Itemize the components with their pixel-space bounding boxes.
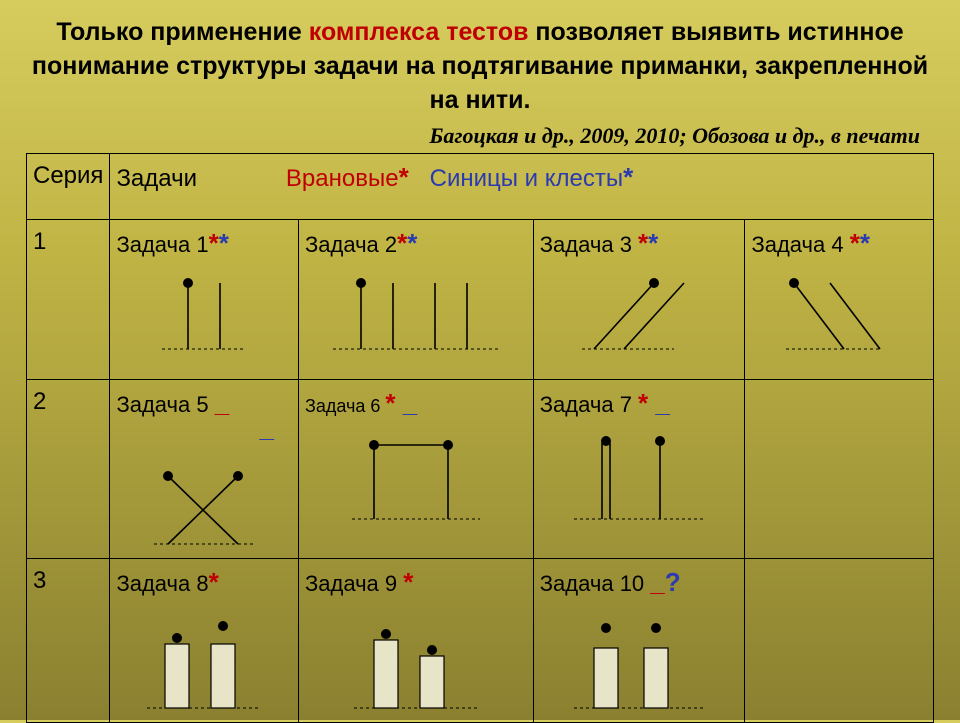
task-label: Задача 1	[116, 232, 208, 257]
diagram-t4	[764, 265, 914, 355]
task-mark: *	[385, 388, 395, 418]
task-mark: *	[209, 567, 219, 597]
empty-cell	[745, 380, 934, 559]
task-cell: Задача 1**	[110, 220, 299, 380]
title-part1: Только применение	[56, 18, 308, 46]
task-mark: *	[638, 228, 648, 258]
task-diagram	[116, 265, 292, 355]
table-row: 3Задача 8*Задача 9 *Задача 10 _?	[27, 559, 934, 723]
series-cell: 3	[27, 559, 110, 723]
diagram-t7	[554, 425, 724, 525]
diagram-t3	[564, 265, 714, 355]
task-mark: _	[215, 388, 229, 418]
task-mark: *	[209, 228, 219, 258]
task-diagram	[305, 604, 527, 714]
task-cell: Задача 7 * _	[533, 380, 745, 559]
task-cell: Задача 6 * _	[298, 380, 533, 559]
task-mark: *	[638, 388, 648, 418]
citation: Багоцкая и др., 2009, 2010; Обозова и др…	[0, 123, 960, 153]
task-mark: *	[219, 228, 229, 258]
diagram-t10	[554, 604, 724, 714]
diagram-t2	[321, 265, 511, 355]
slide-title: Только применение комплекса тестов позво…	[0, 0, 960, 123]
task-mark: _	[648, 388, 670, 418]
task-mark: _	[396, 388, 418, 418]
task-diagram	[116, 450, 292, 550]
diagram-t6	[336, 425, 496, 525]
empty-cell	[745, 559, 934, 723]
task-label: Задача 3	[540, 232, 638, 257]
task-mark: *	[850, 228, 860, 258]
tasks-label: Задачи	[116, 165, 197, 192]
legend-tits: Синицы и клесты	[430, 165, 624, 192]
task-cell: Задача 2**	[298, 220, 533, 380]
diagram-t5	[134, 450, 274, 550]
task-label: Задача 6	[305, 396, 385, 416]
task-mark: _	[260, 413, 274, 443]
legend-tits-mark: *	[623, 162, 633, 192]
task-cell: Задача 8*	[110, 559, 299, 723]
task-diagram	[751, 265, 927, 355]
task-mark: *	[403, 567, 413, 597]
task-diagram	[116, 604, 292, 714]
task-cell: Задача 4 **	[745, 220, 934, 380]
diagram-t1	[144, 265, 264, 355]
task-diagram	[540, 265, 739, 355]
header-row: Серия Задачи Врановые* Синицы и клесты*	[27, 154, 934, 220]
task-diagram	[305, 425, 527, 525]
header-tasks: Задачи Врановые* Синицы и клесты*	[110, 154, 934, 220]
legend-crows: Врановые	[286, 165, 399, 192]
series-label: Серия	[33, 162, 103, 189]
legend-crows-mark: *	[399, 162, 409, 192]
series-cell: 2	[27, 380, 110, 559]
diagram-t9	[336, 604, 496, 714]
task-label: Задача 7	[540, 392, 638, 417]
table-row: 2Задача 5 __Задача 6 * _Задача 7 * _	[27, 380, 934, 559]
task-label: Задача 2	[305, 232, 397, 257]
task-mark: ?	[665, 567, 681, 597]
task-mark: *	[648, 228, 658, 258]
diagram-t8	[129, 604, 279, 714]
task-label: Задача 10	[540, 571, 651, 596]
task-label: Задача 9	[305, 571, 403, 596]
task-mark: *	[407, 228, 417, 258]
task-mark: *	[860, 228, 870, 258]
series-cell: 1	[27, 220, 110, 380]
task-diagram	[540, 604, 739, 714]
header-series: Серия	[27, 154, 110, 220]
task-mark: *	[397, 228, 407, 258]
tasks-table: Серия Задачи Врановые* Синицы и клесты* …	[26, 153, 934, 723]
task-cell: Задача 5 _ _	[110, 380, 299, 559]
task-cell: Задача 9 *	[298, 559, 533, 723]
task-cell: Задача 3 **	[533, 220, 745, 380]
task-mark: _	[650, 567, 664, 597]
task-label: Задача 4	[751, 232, 849, 257]
task-diagram	[540, 425, 739, 525]
task-label: Задача 5	[116, 392, 214, 417]
task-label: Задача 8	[116, 571, 208, 596]
task-cell: Задача 10 _?	[533, 559, 745, 723]
title-highlight: комплекса тестов	[309, 18, 529, 46]
table-row: 1Задача 1**Задача 2**Задача 3 **Задача 4…	[27, 220, 934, 380]
task-diagram	[305, 265, 527, 355]
